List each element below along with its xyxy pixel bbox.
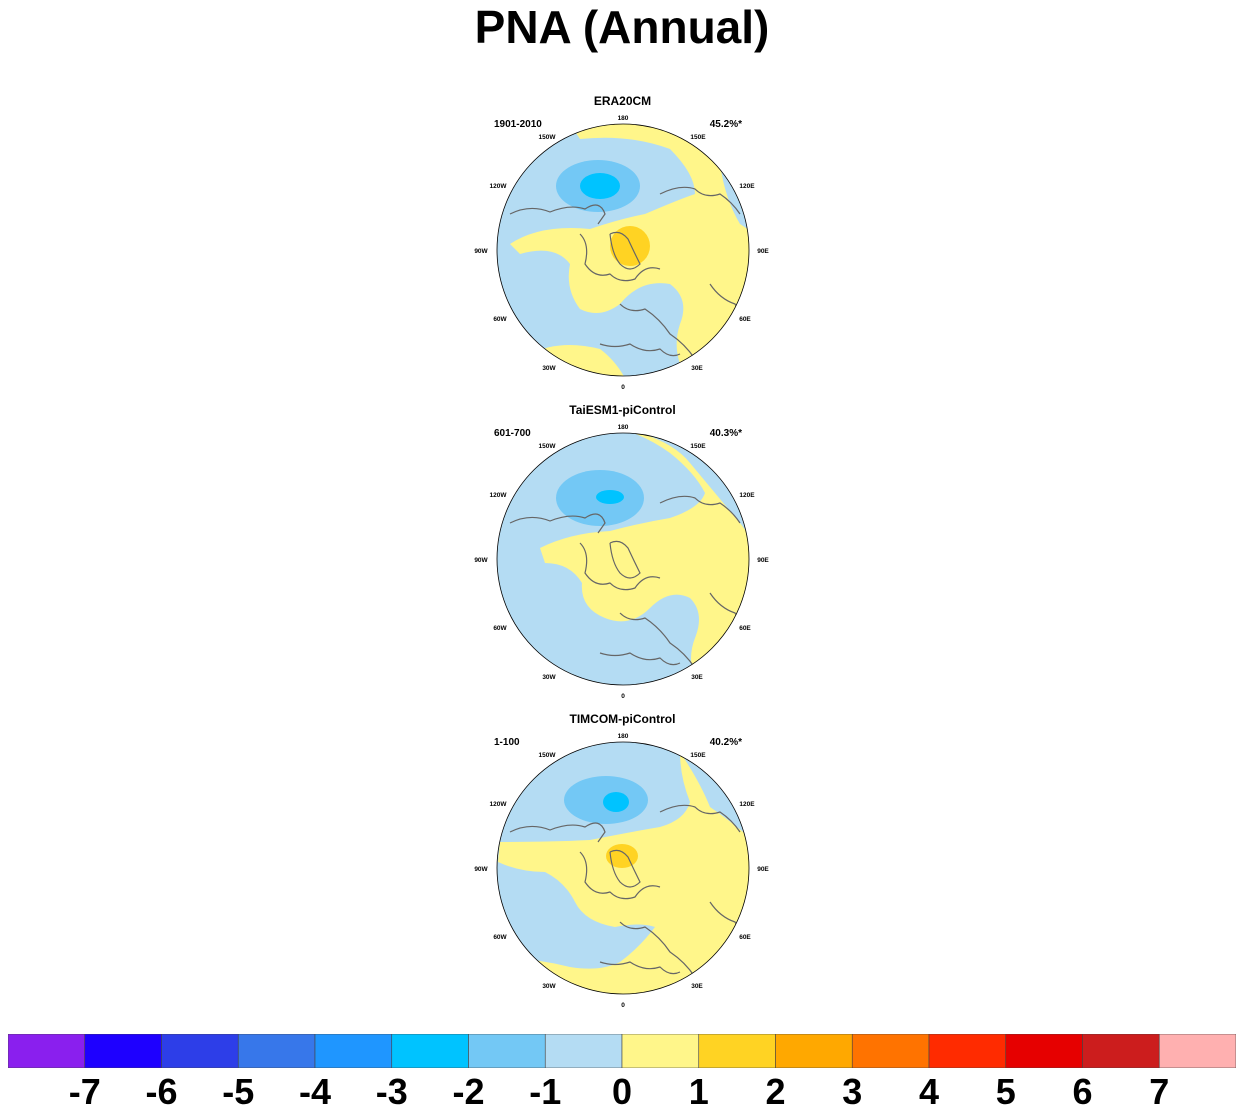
colorbar-tick-label: -1 <box>529 1071 562 1112</box>
svg-text:60E: 60E <box>739 316 751 323</box>
map-panel-taiesm1: TaiESM1-piControl 601-700 40.3%* 180 150… <box>470 403 775 703</box>
colorbar-box <box>544 1034 623 1068</box>
svg-text:150E: 150E <box>690 134 706 141</box>
colorbar-tick-label: -4 <box>298 1071 331 1112</box>
svg-text:120W: 120W <box>490 183 508 190</box>
colorbar-box <box>621 1034 700 1068</box>
colorbar-box <box>391 1034 469 1068</box>
colorbar-tick-label: 3 <box>842 1071 863 1112</box>
colorbar-tick-label: -5 <box>222 1071 255 1112</box>
svg-text:90E: 90E <box>757 248 769 255</box>
colorbar-tick-label: -7 <box>68 1071 101 1112</box>
colorbar-tick-label: 7 <box>1149 1071 1170 1112</box>
colorbar-tick-label: 4 <box>918 1071 940 1112</box>
colorbar-tick-label: -2 <box>452 1071 485 1112</box>
panel-period: 601-700 <box>494 428 531 439</box>
colorbar-tick-label: 6 <box>1072 1071 1093 1112</box>
colorbar-box <box>161 1034 239 1068</box>
svg-text:180: 180 <box>618 733 629 740</box>
svg-text:90E: 90E <box>757 557 769 564</box>
svg-text:0: 0 <box>621 1002 625 1009</box>
colorbar-box <box>928 1034 1007 1068</box>
panel-period: 1-100 <box>494 737 520 748</box>
polar-map: 180 150E 120E 90E 60E 30E 0 30W 60W 90W … <box>474 424 769 700</box>
svg-text:150W: 150W <box>539 134 557 141</box>
map-panel-era20cm: ERA20CM 1901-2010 45.2%* 180 150E 120E <box>470 94 775 394</box>
colorbar-tick-label: 5 <box>995 1071 1016 1112</box>
svg-text:60W: 60W <box>493 316 507 323</box>
colorbar-box <box>84 1034 162 1068</box>
colorbar-box <box>8 1034 86 1068</box>
figure-title: PNA (Annual) <box>474 1 770 53</box>
colorbar-tick-label: 1 <box>688 1071 709 1112</box>
panel-title: TIMCOM-piControl <box>569 712 676 726</box>
svg-text:150W: 150W <box>539 443 557 450</box>
colorbar-box <box>314 1034 393 1068</box>
colorbar-box <box>698 1034 776 1068</box>
svg-text:30E: 30E <box>691 983 703 990</box>
svg-text:150E: 150E <box>690 443 706 450</box>
svg-text:30W: 30W <box>542 674 556 681</box>
map-panel-timcom: TIMCOM-piControl 1-100 40.2%* 180 150E 1… <box>470 712 775 1012</box>
svg-text:60E: 60E <box>739 934 751 941</box>
svg-text:150W: 150W <box>539 752 557 759</box>
svg-text:90W: 90W <box>474 557 488 564</box>
colorbar-box <box>851 1034 930 1068</box>
colorbar-box <box>775 1034 853 1068</box>
colorbar-box <box>237 1034 316 1068</box>
colorbar-box <box>1005 1034 1083 1068</box>
svg-text:60W: 60W <box>493 934 507 941</box>
polar-map: 180 150E 120E 90E 60E 30E 0 30W 60W 90W … <box>474 733 769 1009</box>
svg-text:90W: 90W <box>474 248 488 255</box>
svg-text:30E: 30E <box>691 674 703 681</box>
svg-text:30E: 30E <box>691 365 703 372</box>
polar-map: 180 150E 120E 90E 60E 30E 0 30W 60W 90W … <box>474 115 769 391</box>
svg-text:30W: 30W <box>542 983 556 990</box>
colorbar-tick-label: -6 <box>145 1071 178 1112</box>
svg-text:30W: 30W <box>542 365 556 372</box>
svg-text:150E: 150E <box>690 752 706 759</box>
svg-text:0: 0 <box>621 384 625 391</box>
panel-variance: 40.3%* <box>709 428 742 439</box>
svg-text:180: 180 <box>618 424 629 431</box>
panel-title: TaiESM1-piControl <box>569 403 676 417</box>
panel-variance: 45.2%* <box>709 119 742 130</box>
colorbar-tick-label: 2 <box>765 1071 786 1112</box>
svg-text:90E: 90E <box>757 866 769 873</box>
colorbar-box <box>468 1034 546 1068</box>
panel-period: 1901-2010 <box>494 119 542 130</box>
colorbar-box <box>1082 1034 1160 1068</box>
svg-text:120W: 120W <box>490 801 508 808</box>
panel-variance: 40.2%* <box>709 737 742 748</box>
svg-text:180: 180 <box>618 115 629 122</box>
panel-title: ERA20CM <box>593 94 652 108</box>
svg-text:120E: 120E <box>739 492 755 499</box>
svg-text:60W: 60W <box>493 625 507 632</box>
svg-text:60E: 60E <box>739 625 751 632</box>
colorbar-tick-label: 0 <box>611 1071 633 1112</box>
svg-text:90W: 90W <box>474 866 488 873</box>
svg-text:120W: 120W <box>490 492 508 499</box>
svg-text:0: 0 <box>621 693 625 700</box>
svg-text:120E: 120E <box>739 801 755 808</box>
svg-text:120E: 120E <box>739 183 755 190</box>
colorbar-tick-label: -3 <box>375 1071 408 1112</box>
colorbar-box <box>1158 1034 1236 1068</box>
colorbar <box>8 1034 1236 1068</box>
